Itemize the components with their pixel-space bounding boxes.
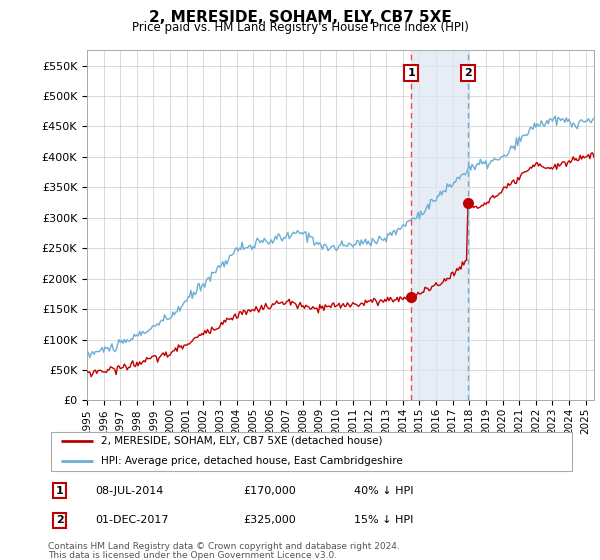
Text: 2, MERESIDE, SOHAM, ELY, CB7 5XE: 2, MERESIDE, SOHAM, ELY, CB7 5XE bbox=[149, 10, 451, 25]
Bar bbox=[412, 50, 468, 400]
Text: This data is licensed under the Open Government Licence v3.0.: This data is licensed under the Open Gov… bbox=[48, 551, 337, 560]
Text: HPI: Average price, detached house, East Cambridgeshire: HPI: Average price, detached house, East… bbox=[101, 456, 403, 466]
Text: Contains HM Land Registry data © Crown copyright and database right 2024.: Contains HM Land Registry data © Crown c… bbox=[48, 542, 400, 551]
Text: 2: 2 bbox=[464, 68, 472, 78]
Text: 2: 2 bbox=[56, 515, 64, 525]
Text: 40% ↓ HPI: 40% ↓ HPI bbox=[354, 486, 414, 496]
Text: 1: 1 bbox=[56, 486, 64, 496]
Text: 08-JUL-2014: 08-JUL-2014 bbox=[95, 486, 164, 496]
Text: £325,000: £325,000 bbox=[244, 515, 296, 525]
FancyBboxPatch shape bbox=[50, 432, 572, 471]
Text: Price paid vs. HM Land Registry's House Price Index (HPI): Price paid vs. HM Land Registry's House … bbox=[131, 21, 469, 34]
Text: £170,000: £170,000 bbox=[244, 486, 296, 496]
Text: 1: 1 bbox=[407, 68, 415, 78]
Text: 01-DEC-2017: 01-DEC-2017 bbox=[95, 515, 169, 525]
Text: 2, MERESIDE, SOHAM, ELY, CB7 5XE (detached house): 2, MERESIDE, SOHAM, ELY, CB7 5XE (detach… bbox=[101, 436, 382, 446]
Text: 15% ↓ HPI: 15% ↓ HPI bbox=[354, 515, 413, 525]
